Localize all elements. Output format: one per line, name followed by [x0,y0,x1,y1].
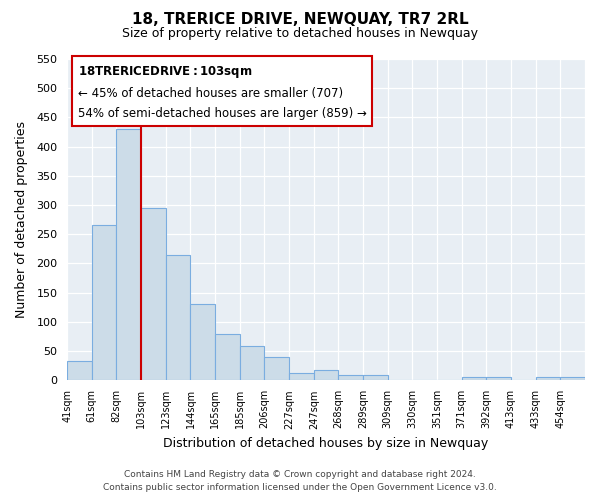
Bar [141,208,166,380]
Bar [67,362,92,380]
Bar [338,376,363,380]
Bar [190,304,215,380]
Bar [462,377,487,380]
Bar [215,334,240,380]
Bar [363,376,388,380]
Bar [536,377,560,380]
X-axis label: Distribution of detached houses by size in Newquay: Distribution of detached houses by size … [163,437,489,450]
Bar [265,357,289,380]
Bar [560,377,585,380]
Text: Size of property relative to detached houses in Newquay: Size of property relative to detached ho… [122,28,478,40]
Bar [289,372,314,380]
Text: 18, TRERICE DRIVE, NEWQUAY, TR7 2RL: 18, TRERICE DRIVE, NEWQUAY, TR7 2RL [131,12,469,28]
Bar [166,254,190,380]
Bar [116,129,141,380]
Y-axis label: Number of detached properties: Number of detached properties [15,121,28,318]
Bar [314,370,338,380]
Bar [92,226,116,380]
Text: $\bf{18 TRERICE DRIVE: 103sqm}$
← 45% of detached houses are smaller (707)
54% o: $\bf{18 TRERICE DRIVE: 103sqm}$ ← 45% of… [77,64,367,120]
Bar [487,377,511,380]
Text: Contains HM Land Registry data © Crown copyright and database right 2024.
Contai: Contains HM Land Registry data © Crown c… [103,470,497,492]
Bar [240,346,265,380]
